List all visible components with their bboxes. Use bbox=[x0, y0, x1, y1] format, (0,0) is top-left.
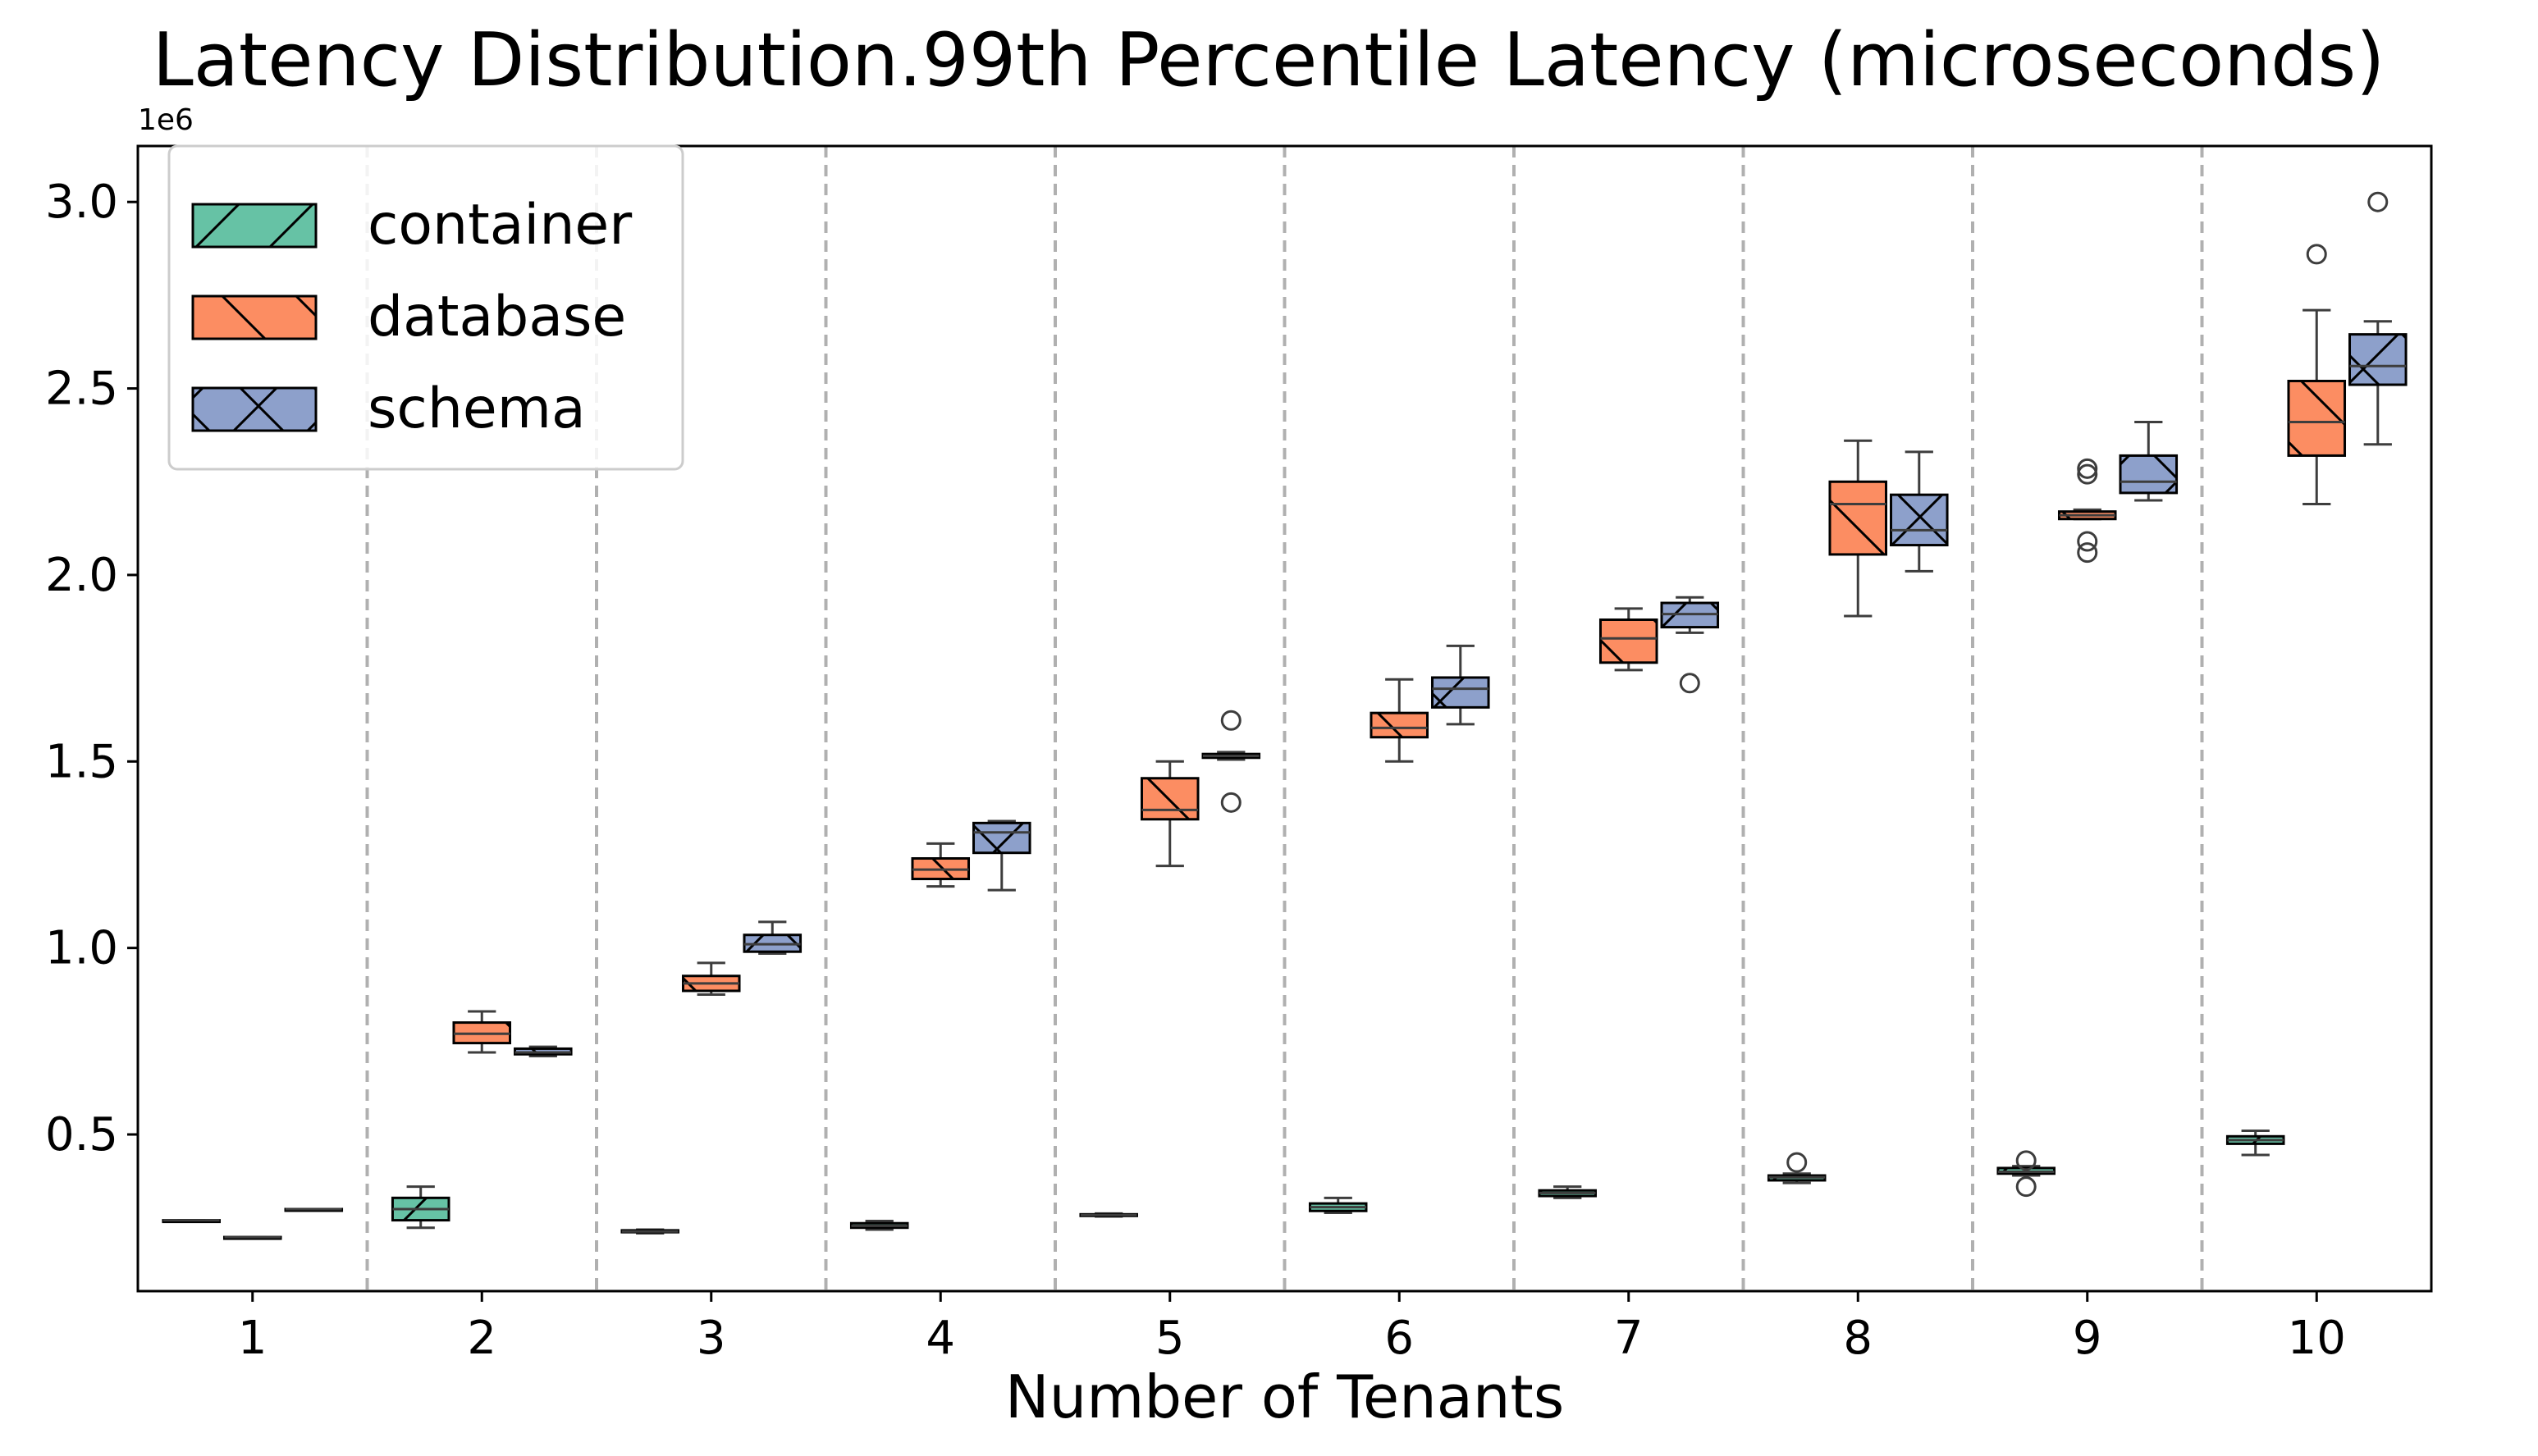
outlier-point bbox=[1786, 1152, 1808, 1173]
box-database-7 bbox=[1598, 607, 1658, 672]
y-tick-label: 1.5 bbox=[45, 735, 118, 788]
box-body bbox=[1370, 711, 1429, 739]
x-axis: 1 2 3 4 5 6 7 8 9 10 bbox=[238, 1291, 2346, 1365]
box-container-7 bbox=[1538, 1185, 1597, 1199]
y-tick-label: 1.0 bbox=[45, 922, 118, 975]
legend-label-database: database bbox=[368, 285, 626, 349]
box-container-8 bbox=[1767, 1152, 1827, 1184]
x-tick-label: 1 bbox=[238, 1312, 268, 1365]
box-body bbox=[2348, 333, 2408, 386]
box-database-6 bbox=[1370, 678, 1429, 763]
x-tick-label: 3 bbox=[697, 1312, 726, 1365]
outlier-point bbox=[2077, 542, 2098, 564]
x-tick-label: 9 bbox=[2073, 1312, 2102, 1365]
box-database-3 bbox=[681, 961, 741, 996]
box-schema-9 bbox=[2119, 420, 2179, 502]
box-container-6 bbox=[1308, 1196, 1368, 1215]
box-database-2 bbox=[452, 1010, 512, 1054]
legend-swatch-database bbox=[191, 294, 318, 340]
y-axis-offset-label: 1e6 bbox=[138, 103, 194, 137]
box-container-1 bbox=[162, 1219, 221, 1224]
box-container-5 bbox=[1079, 1212, 1138, 1218]
outlier-point bbox=[2077, 531, 2098, 552]
box-database-10 bbox=[2287, 244, 2347, 506]
x-tick-label: 2 bbox=[467, 1312, 496, 1365]
y-axis: 0.5 1.0 1.5 2.0 2.5 3.0 bbox=[45, 176, 138, 1162]
box-body bbox=[1431, 676, 1490, 709]
box-database-1 bbox=[222, 1235, 282, 1240]
box-container-4 bbox=[849, 1220, 909, 1231]
outlier-point bbox=[2077, 458, 2098, 479]
box-container-3 bbox=[620, 1228, 679, 1235]
box-container-2 bbox=[391, 1185, 450, 1230]
outlier-point bbox=[2367, 191, 2389, 212]
outlier-point bbox=[2077, 463, 2098, 485]
box-database-5 bbox=[1140, 760, 1200, 868]
box-schema-5 bbox=[1201, 710, 1261, 813]
outlier-point bbox=[2015, 1150, 2037, 1171]
box-schema-10 bbox=[2348, 191, 2408, 446]
outlier-point bbox=[1679, 673, 1700, 694]
y-tick-label: 3.0 bbox=[45, 176, 118, 229]
outlier-point bbox=[2015, 1176, 2037, 1198]
box-schema-3 bbox=[743, 920, 803, 955]
outlier-point bbox=[1220, 710, 1242, 731]
box-schema-6 bbox=[1431, 644, 1490, 726]
box-database-9 bbox=[2057, 458, 2117, 564]
box-schema-7 bbox=[1660, 596, 1720, 694]
x-axis-label: Number of Tenants bbox=[1005, 1362, 1565, 1431]
y-tick-label: 0.5 bbox=[45, 1108, 118, 1162]
outlier-point bbox=[2306, 244, 2327, 265]
x-tick-label: 5 bbox=[1155, 1312, 1185, 1365]
box-body bbox=[2119, 454, 2179, 495]
box-plots bbox=[162, 191, 2408, 1240]
legend-label-schema: schema bbox=[368, 377, 586, 441]
box-container-10 bbox=[2225, 1129, 2285, 1157]
box-body bbox=[1598, 618, 1658, 664]
legend-swatch-container bbox=[191, 203, 318, 249]
chart-title: Latency Distribution.99th Percentile Lat… bbox=[153, 17, 2385, 103]
outlier-point bbox=[1220, 792, 1242, 813]
legend-label-container: container bbox=[368, 193, 632, 258]
box-schema-4 bbox=[972, 819, 1031, 892]
x-tick-label: 8 bbox=[1843, 1312, 1873, 1365]
box-database-8 bbox=[1828, 439, 1888, 618]
x-tick-label: 4 bbox=[926, 1312, 955, 1365]
box-body bbox=[972, 821, 1031, 855]
box-schema-1 bbox=[284, 1207, 344, 1212]
box-database-4 bbox=[911, 842, 971, 888]
y-tick-label: 2.0 bbox=[45, 549, 118, 602]
box-schema-8 bbox=[1890, 450, 1949, 573]
plot-frame bbox=[136, 144, 2433, 1293]
y-tick-label: 2.5 bbox=[45, 363, 118, 416]
box-container-9 bbox=[1996, 1150, 2056, 1198]
box-schema-2 bbox=[514, 1045, 573, 1058]
x-tick-label: 10 bbox=[2288, 1312, 2346, 1365]
x-tick-label: 7 bbox=[1614, 1312, 1644, 1365]
legend-swatch-schema bbox=[191, 386, 318, 432]
box-body bbox=[1828, 480, 1888, 556]
box-body bbox=[1140, 777, 1200, 821]
legend: container database schema bbox=[167, 144, 684, 471]
box-body bbox=[2287, 379, 2347, 457]
x-tick-label: 6 bbox=[1384, 1312, 1414, 1365]
box-body bbox=[1890, 493, 1949, 547]
